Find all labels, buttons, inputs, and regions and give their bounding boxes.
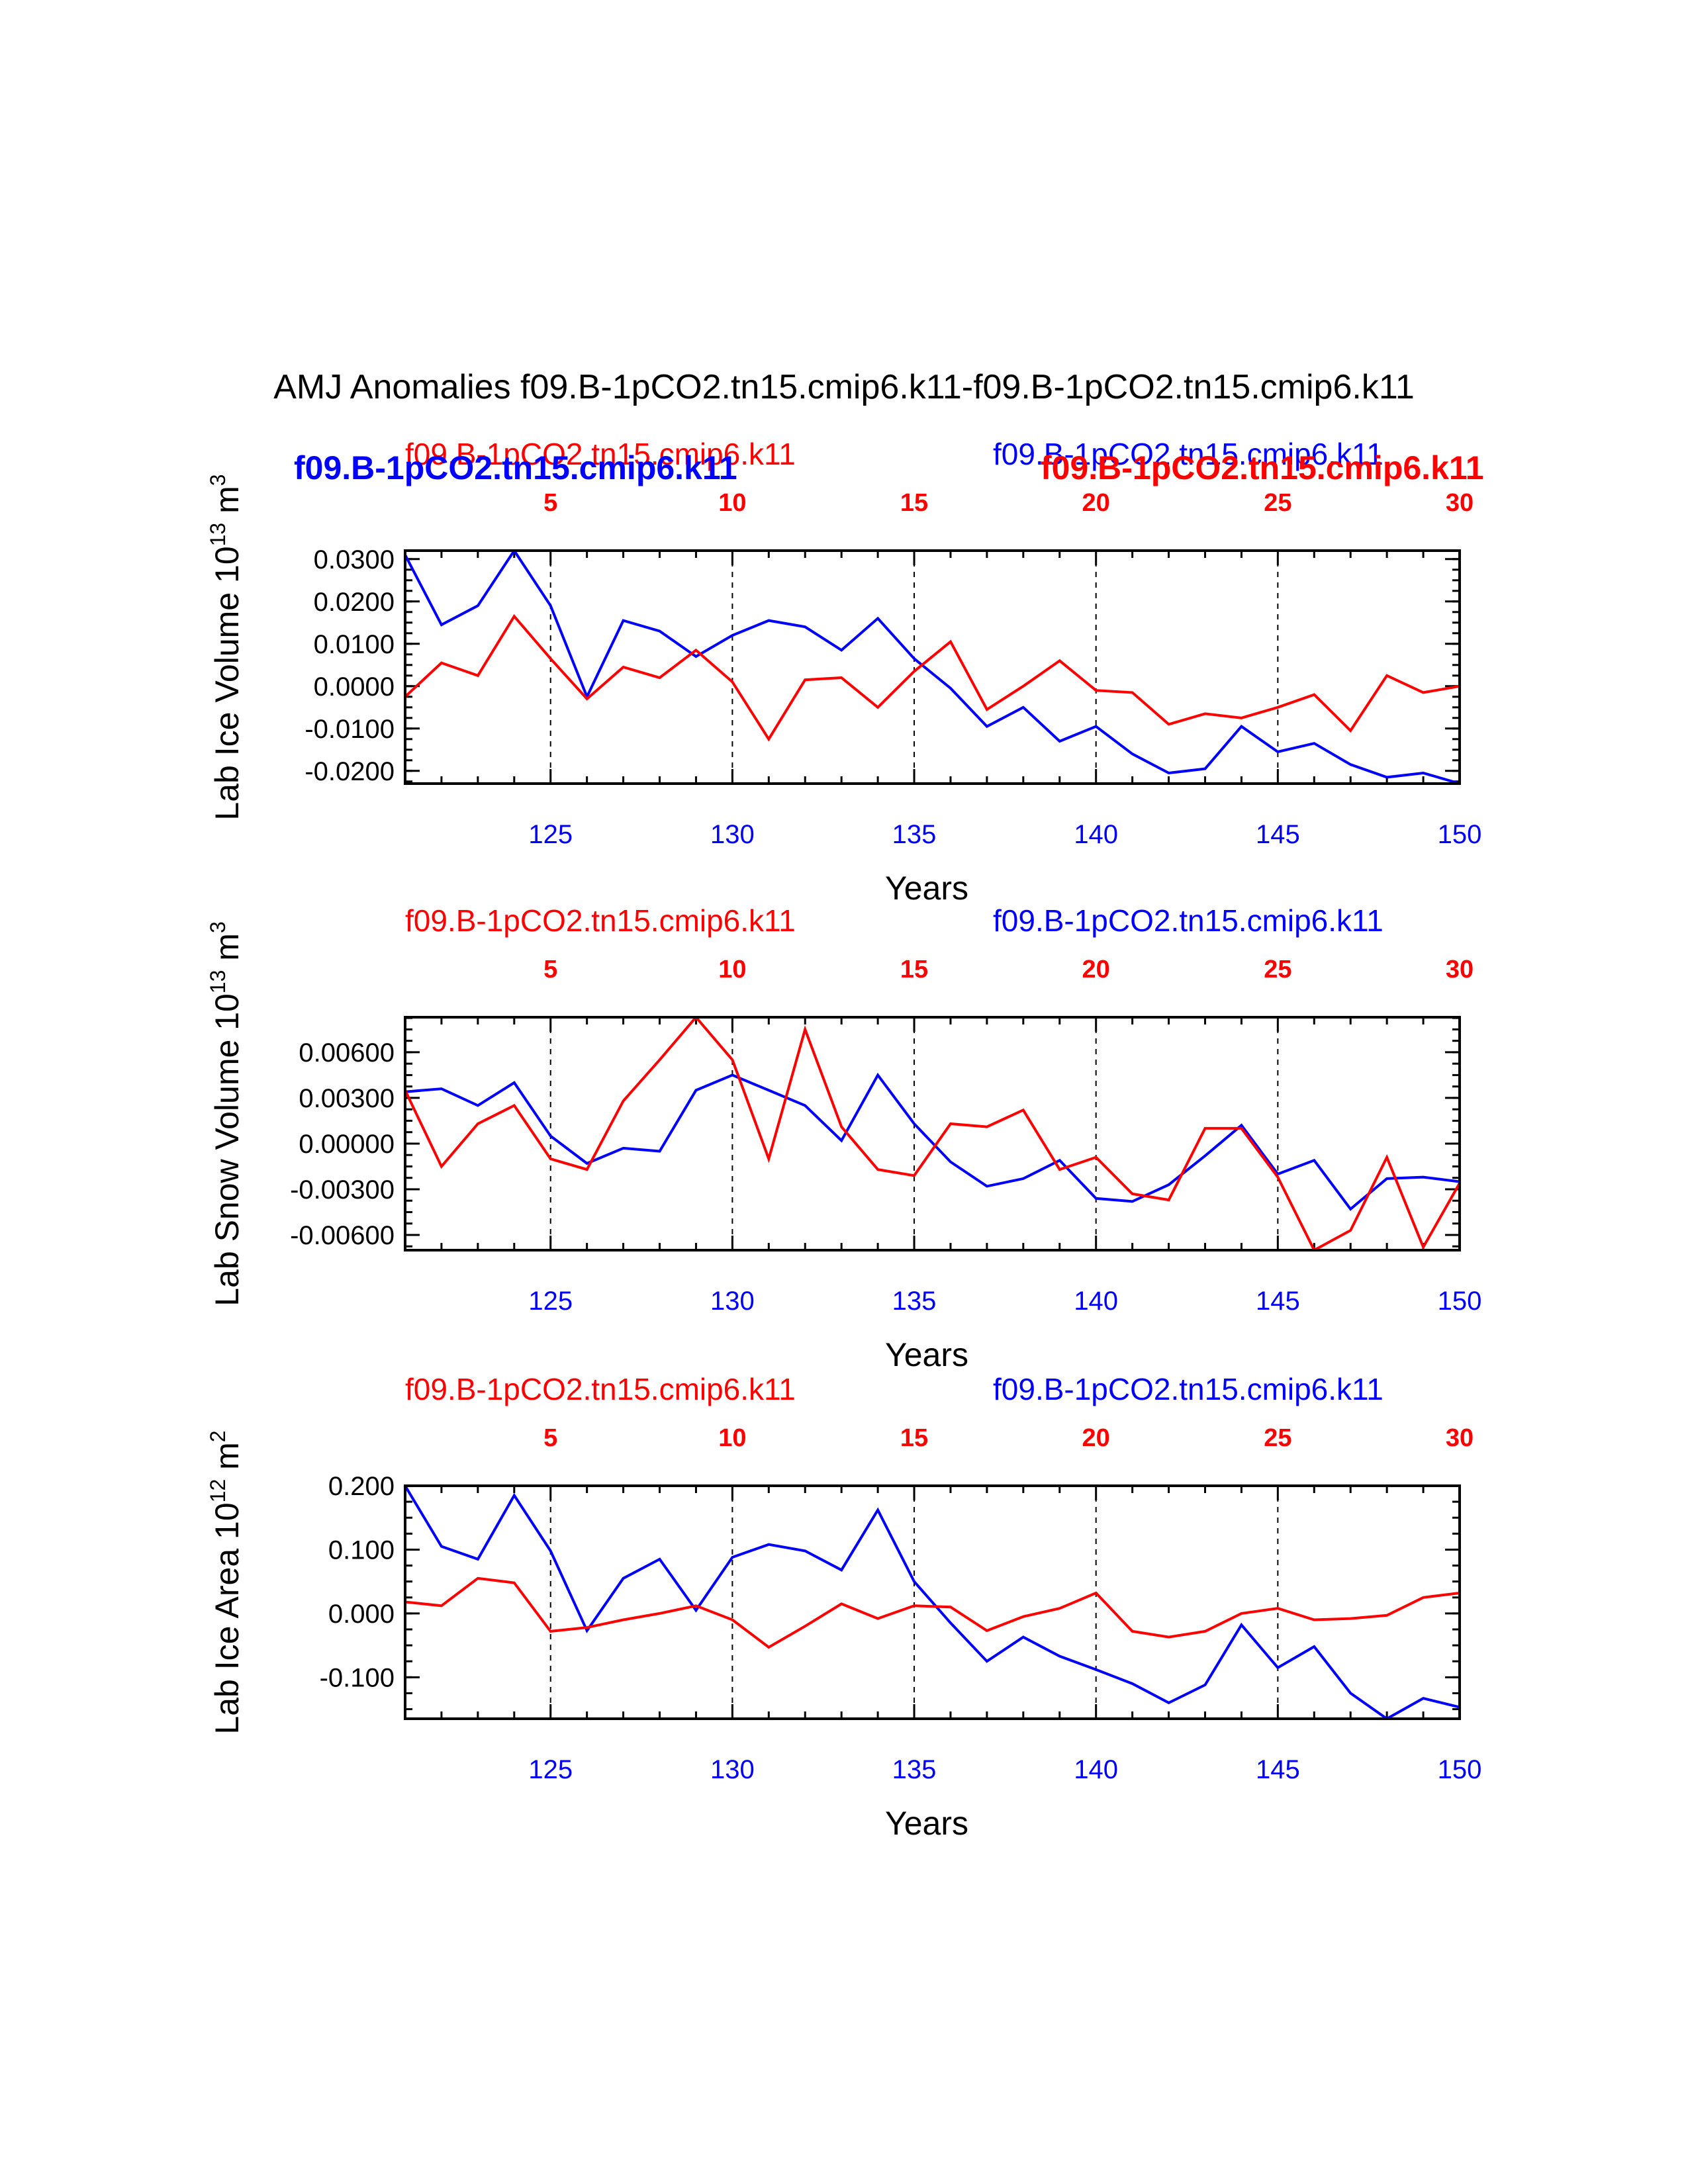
x-tick-label: 125: [528, 820, 573, 849]
y-axis-label-exp: 13: [206, 970, 230, 994]
y-axis-label: Lab Ice Area 1012 m2: [206, 1430, 246, 1734]
y-axis-label-unit: m: [209, 486, 246, 523]
x-tick-label: 130: [710, 1287, 755, 1316]
y-tick-label: -0.00300: [290, 1175, 395, 1205]
case2-label: f09.B-1pCO2.tn15.cmip6.k11: [993, 903, 1383, 938]
series-line-case1: [405, 1576, 1460, 1649]
series-line-case1: [405, 1017, 1460, 1250]
x-tick-label: 145: [1256, 1287, 1300, 1316]
y-axis-label: Lab Ice Volume 1013 m3: [206, 474, 246, 820]
y-tick-label: 0.00000: [299, 1130, 395, 1159]
x-tick-label: 135: [892, 820, 937, 849]
y-axis-label-main: Lab Ice Volume 10: [209, 546, 246, 820]
y-axis-label-unit-exp: 2: [206, 1430, 230, 1442]
top-x-tick-label: 10: [718, 1424, 746, 1452]
y-axis-label-unit: m: [209, 933, 246, 970]
top-x-tick-label: 30: [1446, 489, 1474, 517]
figure-title: AMJ Anomalies f09.B-1pCO2.tn15.cmip6.k11…: [273, 368, 1415, 406]
top-x-tick-label: 30: [1446, 1424, 1474, 1452]
x-tick-label: 135: [892, 1287, 937, 1316]
y-tick-label: -0.00600: [290, 1221, 395, 1250]
y-axis-label-main: Lab Snow Volume 10: [209, 993, 246, 1306]
series-line-case2: [405, 551, 1460, 784]
case1-bold-label: f09.B-1pCO2.tn15.cmip6.k11: [1041, 449, 1484, 486]
x-tick-label: 130: [710, 820, 755, 849]
y-tick-label: 0.0000: [314, 672, 395, 702]
y-tick-label: 0.100: [328, 1535, 395, 1565]
y-axis-label-unit-exp: 3: [206, 921, 230, 933]
x-tick-label: 125: [528, 1755, 573, 1784]
top-x-tick-label: 25: [1264, 489, 1291, 517]
y-tick-label: -0.100: [320, 1663, 395, 1692]
x-tick-label: 130: [710, 1755, 755, 1784]
y-axis-label-main: Lab Ice Area 10: [209, 1502, 246, 1734]
y-tick-label: -0.0200: [305, 757, 395, 786]
y-axis-label-exp: 12: [206, 1479, 230, 1503]
y-axis-label-unit: m: [209, 1442, 246, 1479]
top-x-tick-label: 20: [1082, 956, 1110, 983]
x-tick-label: 140: [1074, 1287, 1118, 1316]
y-tick-label: 0.00600: [299, 1038, 395, 1068]
y-axis-label: Lab Snow Volume 1013 m3: [206, 921, 246, 1306]
plot-frame: [404, 1484, 1461, 1720]
panel-1: f09.B-1pCO2.tn15.cmip6.k11 f09.B-1pCO2.tn…: [206, 437, 1484, 907]
y-tick-label: -0.0100: [305, 715, 395, 744]
top-x-tick-label: 15: [900, 489, 928, 517]
top-x-tick-label: 20: [1082, 1424, 1110, 1452]
top-x-tick-label: 5: [543, 489, 557, 517]
x-tick-label: 150: [1438, 820, 1482, 849]
case1-label: f09.B-1pCO2.tn15.cmip6.k11: [405, 903, 796, 938]
series-line-case2: [405, 1486, 1460, 1719]
top-x-tick-label: 15: [900, 956, 928, 983]
y-tick-label: 0.0100: [314, 630, 395, 659]
panel-3: f09.B-1pCO2.tn15.cmip6.k11 f09.B-1pCO2.tn…: [206, 1372, 1481, 1842]
y-tick-label: 0.200: [328, 1472, 395, 1501]
x-tick-label: 150: [1438, 1755, 1482, 1784]
top-x-tick-label: 30: [1446, 956, 1474, 983]
panels: f09.B-1pCO2.tn15.cmip6.k11 f09.B-1pCO2.tn…: [206, 437, 1484, 1842]
x-tick-label: 140: [1074, 820, 1118, 849]
case1-label: f09.B-1pCO2.tn15.cmip6.k11: [405, 1372, 796, 1406]
y-tick-label: 0.00300: [299, 1084, 395, 1113]
x-axis-label: Years: [885, 1336, 968, 1373]
case2-bold-label: f09.B-1pCO2.tn15.cmip6.k11: [294, 449, 737, 486]
x-tick-label: 145: [1256, 1755, 1300, 1784]
top-x-tick-label: 5: [543, 1424, 557, 1452]
y-axis-label-unit-exp: 3: [206, 474, 230, 486]
case2-label: f09.B-1pCO2.tn15.cmip6.k11: [993, 1372, 1383, 1406]
x-axis-label: Years: [885, 870, 968, 907]
plot-frame: [404, 1016, 1461, 1251]
y-tick-label: 0.0200: [314, 588, 395, 617]
series-line-case1: [405, 614, 1460, 742]
series-line-case2: [405, 1072, 1460, 1211]
y-tick-label: 0.000: [328, 1600, 395, 1629]
case2-label: f09.B-1pCO2.tn15.cmip6.k11: [993, 437, 1383, 471]
plot-frame: [404, 549, 1461, 785]
y-axis-label-exp: 13: [206, 523, 230, 547]
x-tick-label: 145: [1256, 820, 1300, 849]
x-tick-label: 150: [1438, 1287, 1482, 1316]
top-x-tick-label: 25: [1264, 1424, 1291, 1452]
panel-2: f09.B-1pCO2.tn15.cmip6.k11 f09.B-1pCO2.tn…: [206, 903, 1481, 1373]
top-x-tick-label: 20: [1082, 489, 1110, 517]
top-x-tick-label: 15: [900, 1424, 928, 1452]
x-tick-label: 125: [528, 1287, 573, 1316]
top-x-tick-label: 25: [1264, 956, 1291, 983]
x-tick-label: 135: [892, 1755, 937, 1784]
x-axis-label: Years: [885, 1805, 968, 1842]
y-tick-label: 0.0300: [314, 545, 395, 574]
top-x-tick-label: 10: [718, 489, 746, 517]
x-tick-label: 140: [1074, 1755, 1118, 1784]
top-x-tick-label: 10: [718, 956, 746, 983]
case1-label: f09.B-1pCO2.tn15.cmip6.k11: [405, 437, 796, 471]
top-x-tick-label: 5: [543, 956, 557, 983]
